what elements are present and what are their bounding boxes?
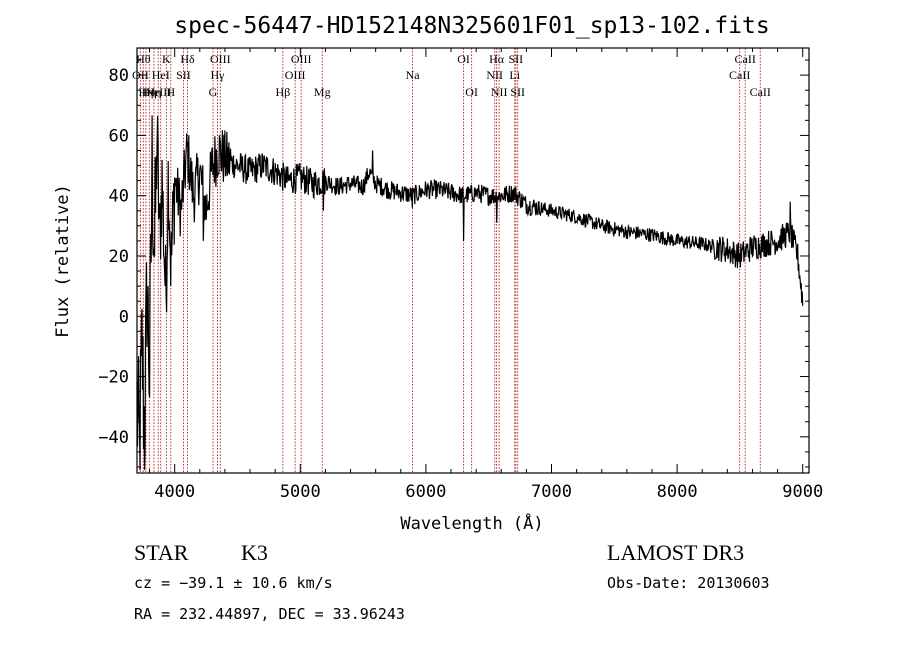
emission-line-label: OI bbox=[465, 85, 478, 99]
emission-line-label: Hθ bbox=[136, 52, 151, 66]
y-axis-label: Flux (relative) bbox=[53, 184, 73, 338]
y-tick-label: 20 bbox=[109, 247, 129, 267]
x-tick-label: 5000 bbox=[280, 482, 321, 502]
x-axis-label: Wavelength (Å) bbox=[400, 512, 543, 534]
x-axis-ticks: 4000 5000 6000 7000 8000 9000 bbox=[149, 48, 823, 502]
emission-line-label: OI bbox=[457, 52, 470, 66]
plot-frame bbox=[136, 47, 810, 474]
object-subclass: K3 bbox=[241, 540, 268, 565]
survey-name: LAMOST DR3 bbox=[607, 540, 744, 565]
emission-line-label: G bbox=[209, 85, 218, 99]
emission-line-label: Hη bbox=[142, 85, 157, 99]
emission-line-label: Hβ bbox=[275, 85, 290, 99]
x-tick-label: 9000 bbox=[782, 482, 823, 502]
emission-line-label: SII bbox=[510, 85, 525, 99]
emission-line-label: OIII bbox=[210, 52, 231, 66]
emission-line-label: OIII bbox=[285, 68, 306, 82]
emission-line-label: CaII bbox=[729, 68, 750, 82]
emission-line-labels: OIIHθHηHηHηNeIIIHeIKHSIIHδGHγOIIIHβOIIIO… bbox=[132, 52, 771, 99]
chart-title: spec-56447-HD152148N325601F01_sp13-102.f… bbox=[174, 13, 769, 39]
emission-line-label: Hα bbox=[489, 52, 505, 66]
x-tick-label: 6000 bbox=[405, 482, 446, 502]
emission-line-markers bbox=[139, 48, 761, 473]
x-tick-label: 8000 bbox=[657, 482, 698, 502]
coordinates: RA = 232.44897, DEC = 33.96243 bbox=[134, 605, 405, 623]
emission-line-label: NII bbox=[486, 68, 503, 82]
emission-line-label: Na bbox=[406, 68, 421, 82]
emission-line-label: K bbox=[162, 52, 171, 66]
emission-line-label: Mg bbox=[314, 85, 331, 99]
emission-line-label: SII bbox=[508, 52, 523, 66]
emission-line-label: OIII bbox=[291, 52, 312, 66]
emission-line-label: Li bbox=[509, 68, 520, 82]
emission-line-label: Hη bbox=[138, 85, 153, 99]
x-tick-label: 4000 bbox=[154, 482, 195, 502]
emission-line-label: CaII bbox=[750, 85, 771, 99]
y-tick-label: 60 bbox=[109, 126, 129, 146]
y-axis-ticks: −40 −20 0 20 40 60 80 bbox=[98, 59, 809, 468]
spectrum-line bbox=[136, 115, 804, 471]
redshift-text: cz = −39.1 ± 10.6 km/s bbox=[134, 574, 333, 592]
emission-line-label: Hδ bbox=[180, 52, 195, 66]
emission-line-label: NeIII bbox=[145, 85, 171, 99]
y-tick-label: −20 bbox=[98, 368, 129, 388]
emission-line-label: CaII bbox=[735, 52, 756, 66]
emission-line-label: HeI bbox=[152, 68, 170, 82]
obs-date: Obs-Date: 20130603 bbox=[607, 574, 770, 592]
y-tick-label: 80 bbox=[109, 66, 129, 86]
emission-line-label: Hγ bbox=[211, 68, 226, 82]
emission-line-label: Hη bbox=[146, 85, 161, 99]
x-tick-label: 7000 bbox=[531, 482, 572, 502]
y-tick-label: 0 bbox=[119, 307, 129, 327]
object-class: STAR bbox=[134, 540, 189, 565]
emission-line-label: NII bbox=[491, 85, 508, 99]
emission-line-label: H bbox=[166, 85, 175, 99]
y-tick-label: 40 bbox=[109, 187, 129, 207]
emission-line-label: SII bbox=[176, 68, 191, 82]
y-tick-label: −40 bbox=[98, 428, 129, 448]
